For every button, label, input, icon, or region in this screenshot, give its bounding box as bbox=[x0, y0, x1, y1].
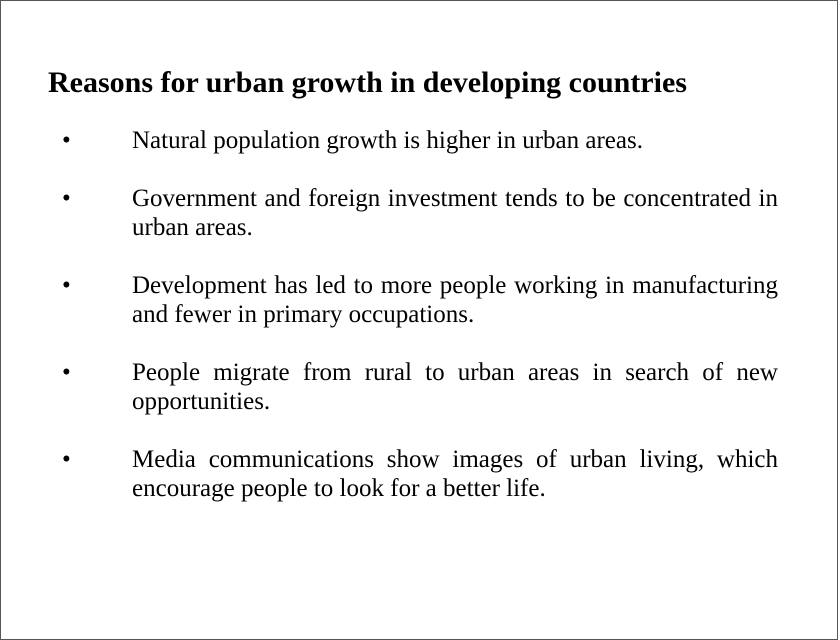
bullet-item: People migrate from rural to urban areas… bbox=[48, 358, 778, 416]
bullet-item: Natural population growth is higher in u… bbox=[48, 126, 778, 155]
bullet-item: Development has led to more people worki… bbox=[48, 271, 778, 329]
bullet-list: Natural population growth is higher in u… bbox=[48, 126, 778, 532]
slide-title: Reasons for urban growth in developing c… bbox=[48, 66, 687, 99]
bullet-item: Government and foreign investment tends … bbox=[48, 184, 778, 242]
bullet-item: Media communications show images of urba… bbox=[48, 445, 778, 503]
